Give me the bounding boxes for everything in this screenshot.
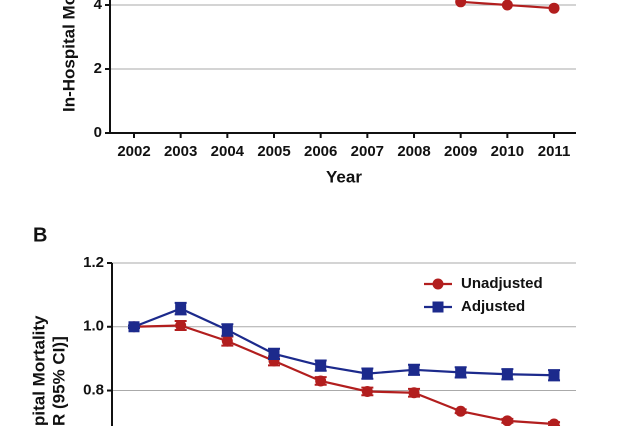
y-tick-label: 0.8 <box>83 381 104 398</box>
y-tick-label: 2 <box>94 60 102 77</box>
point <box>361 385 373 397</box>
point <box>221 324 233 336</box>
series-line <box>133 307 555 377</box>
point <box>175 303 187 315</box>
point <box>361 368 373 380</box>
legend-label: Adjusted <box>461 298 525 315</box>
x-tick-label: 2008 <box>397 143 430 160</box>
x-tick-label: 2006 <box>304 143 337 160</box>
point <box>221 335 233 347</box>
legend-marker <box>432 278 444 290</box>
x-tick-label: 2011 <box>538 143 571 160</box>
panel-label: B <box>33 224 47 246</box>
x-tick-label: 2007 <box>351 143 384 160</box>
x-tick-label: 2004 <box>211 143 245 160</box>
point <box>175 319 187 331</box>
point <box>548 418 560 426</box>
point <box>408 364 420 376</box>
point <box>548 2 560 14</box>
y-axis-label: R (95% CI)] <box>49 336 68 426</box>
y-tick-label: 1.0 <box>83 318 104 335</box>
legend-label: Unadjusted <box>461 275 543 292</box>
series-line <box>133 324 555 426</box>
x-tick-label: 2009 <box>444 143 477 160</box>
point <box>268 348 280 360</box>
point <box>315 375 327 387</box>
point <box>501 415 513 426</box>
y-axis-label: In-Hospital Mo <box>59 0 78 112</box>
point <box>455 405 467 417</box>
point <box>548 369 560 381</box>
point <box>315 360 327 372</box>
x-tick-label: 2002 <box>117 143 150 160</box>
x-tick-label: 2010 <box>491 143 524 160</box>
point <box>455 366 467 378</box>
x-axis-label: Year <box>326 167 362 186</box>
point <box>501 0 513 11</box>
x-tick-label: 2003 <box>164 143 197 160</box>
point <box>501 368 513 380</box>
point <box>408 387 420 399</box>
y-tick-label: 4 <box>94 0 103 13</box>
point <box>128 321 140 333</box>
point <box>455 0 467 8</box>
y-tick-label: 0 <box>94 124 102 141</box>
legend-marker <box>432 301 444 313</box>
y-axis-label: pital Mortality <box>29 315 48 426</box>
y-tick-label: 1.2 <box>83 254 104 271</box>
x-tick-label: 2005 <box>257 143 290 160</box>
